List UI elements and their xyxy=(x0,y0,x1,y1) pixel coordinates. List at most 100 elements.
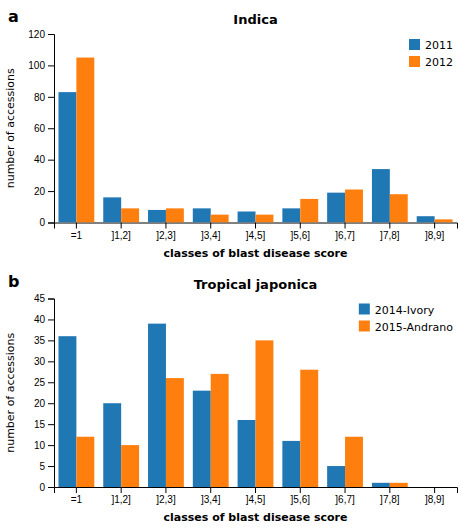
tick-mark xyxy=(48,319,54,320)
panel: 051015202530354045=1]1,2]]2,3]]3,4]]4,5]… xyxy=(4,272,458,525)
bar xyxy=(417,216,435,222)
tick-mark xyxy=(48,340,54,341)
tick: ]1,2] xyxy=(111,223,131,241)
bar xyxy=(193,391,211,487)
legend-label: 2011 xyxy=(425,39,453,52)
tick: 40 xyxy=(34,154,54,165)
tick-label: ]5,6] xyxy=(291,230,311,241)
tick: 100 xyxy=(28,60,54,71)
tick-mark xyxy=(48,34,54,35)
tick: 60 xyxy=(34,123,54,134)
tick-label: 25 xyxy=(34,377,46,388)
tick: 20 xyxy=(34,186,54,197)
tick-mark xyxy=(255,487,256,493)
tick: 40 xyxy=(34,314,54,325)
legend-swatch xyxy=(409,56,420,67)
tick: ]7,8] xyxy=(380,223,400,241)
tick-label: ]4,5] xyxy=(246,230,266,241)
legend: 2011 2012 xyxy=(409,39,453,69)
tick: ]3,4] xyxy=(201,223,221,241)
bar xyxy=(300,199,318,223)
axis-title: classes of blast disease score xyxy=(164,511,348,524)
bar xyxy=(148,324,166,487)
bar xyxy=(390,483,408,487)
tick-mark xyxy=(434,487,435,493)
tick-mark xyxy=(121,487,122,493)
tick-mark xyxy=(48,361,54,362)
bar xyxy=(327,466,345,487)
bar xyxy=(193,208,211,222)
bar xyxy=(211,374,229,487)
tick-label: 60 xyxy=(34,123,46,134)
tick-label: ]7,8] xyxy=(380,230,400,241)
legend-label: 2014-Ivory xyxy=(375,304,435,317)
series xyxy=(76,340,407,487)
bar xyxy=(238,420,256,487)
bar xyxy=(211,215,229,223)
tick-mark xyxy=(48,223,54,224)
series xyxy=(76,58,452,223)
bar xyxy=(282,208,300,222)
x-axis: =1]1,2]]2,3]]3,4]]4,5]]5,6]]6,7]]7,8]]8,… xyxy=(55,487,458,505)
tick-mark xyxy=(345,223,346,229)
tick-mark xyxy=(300,223,301,229)
bar xyxy=(103,197,121,222)
x-axis: =1 ]1,2] ]2,3] ]3,4] ]4,5] ]5,6] ]6,7] ]7,8] ]8,… xyxy=(55,223,458,241)
legend-swatch xyxy=(359,321,370,332)
tick-mark xyxy=(48,160,54,161)
axis-line xyxy=(55,223,458,229)
tick: 35 xyxy=(34,335,54,346)
series xyxy=(58,92,434,222)
tick-mark xyxy=(210,487,211,493)
tick: 15 xyxy=(34,419,54,430)
tick: ]4,5] xyxy=(246,223,266,241)
tick-label: ]4,5] xyxy=(246,494,266,505)
tick-label: 120 xyxy=(28,29,45,40)
axis-title: number of accessions xyxy=(4,332,17,452)
tick-mark xyxy=(48,65,54,66)
legend-label: 2012 xyxy=(425,56,453,69)
tick: ]6,7] xyxy=(335,487,355,505)
tick-label: =1 xyxy=(71,230,83,241)
tick-label: 45 xyxy=(34,293,46,304)
tick-mark xyxy=(255,223,256,229)
tick-mark xyxy=(389,223,390,229)
tick-label: 20 xyxy=(34,398,46,409)
bar xyxy=(435,219,453,222)
bar xyxy=(372,169,390,222)
tick-mark xyxy=(300,487,301,493)
tick-label: ]2,3] xyxy=(156,230,176,241)
tick-label: 40 xyxy=(34,314,46,325)
legend-swatch xyxy=(409,39,420,50)
tick-mark xyxy=(48,128,54,129)
tick-label: ]6,7] xyxy=(335,494,355,505)
tick-mark xyxy=(48,403,54,404)
bar xyxy=(148,210,166,223)
tick-mark xyxy=(389,487,390,493)
tick-label: 20 xyxy=(34,186,46,197)
tick: ]8,9] xyxy=(425,223,445,241)
tick-mark xyxy=(76,487,77,493)
tick: 0 xyxy=(39,217,54,228)
tick-label: 100 xyxy=(28,60,45,71)
bar xyxy=(166,378,184,487)
tick-label: ]2,3] xyxy=(156,494,176,505)
tick: 0 xyxy=(39,482,54,493)
tick: ]1,2] xyxy=(111,487,131,505)
tick-label: 0 xyxy=(39,482,45,493)
tick-mark xyxy=(345,487,346,493)
tick-mark xyxy=(48,424,54,425)
tick-mark xyxy=(48,445,54,446)
legend-label: 2015-Andrano xyxy=(375,321,453,334)
bar xyxy=(435,487,453,488)
tick-label: ]1,2] xyxy=(111,494,131,505)
bar xyxy=(76,58,94,223)
bar xyxy=(345,190,363,223)
bars xyxy=(58,324,407,487)
axis-line xyxy=(48,299,55,488)
tick: 20 xyxy=(34,398,54,409)
tick-label: ]3,4] xyxy=(201,494,221,505)
tick: ]6,7] xyxy=(335,223,355,241)
tick-mark xyxy=(48,299,54,300)
tick-label: 10 xyxy=(34,440,46,451)
